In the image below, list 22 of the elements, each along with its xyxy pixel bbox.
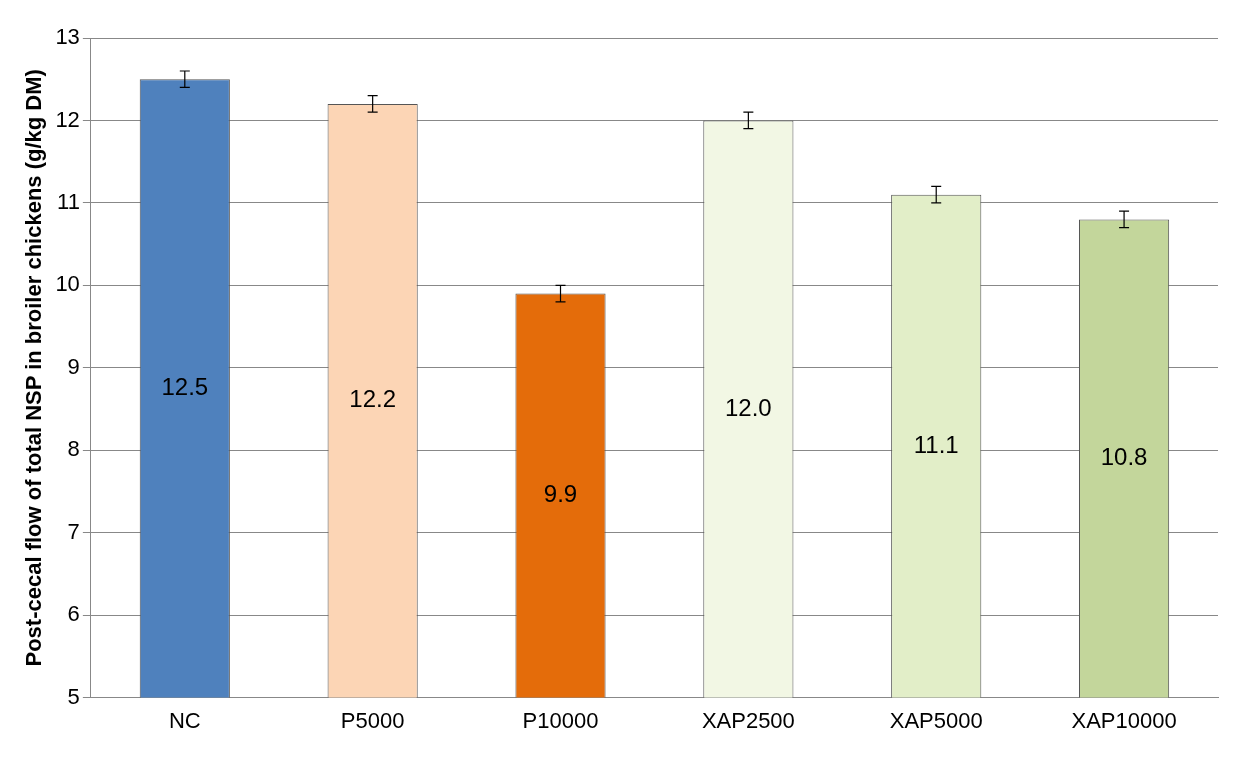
x-tick-label: P10000 [522, 707, 599, 733]
data-label: 11.1 [913, 430, 959, 458]
data-label: 10.8 [1100, 443, 1148, 471]
data-label: 12.2 [349, 385, 397, 413]
y-tick-label: 13 [55, 24, 80, 50]
y-tick-label: 10 [55, 271, 80, 297]
x-tick-label: XAP5000 [889, 707, 983, 733]
x-tick-label: P5000 [340, 707, 405, 733]
y-tick-label: 7 [67, 518, 80, 544]
data-label: 12.5 [161, 373, 209, 401]
x-tick-label: XAP10000 [1071, 707, 1177, 733]
y-tick-label: 6 [67, 601, 80, 627]
data-label: 9.9 [543, 480, 578, 508]
x-tick-label: XAP2500 [701, 707, 795, 733]
y-axis-title: Post-cecal flow of total NSP in broiler chickens (g/kg DM) [21, 69, 47, 667]
y-tick-label: 5 [67, 683, 80, 709]
y-tick-label: 8 [67, 436, 80, 462]
x-tick-label: NC [168, 707, 201, 733]
data-label: 12.0 [725, 393, 772, 421]
y-tick-label: 9 [67, 353, 80, 379]
y-tick-label: 11 [57, 188, 80, 214]
y-tick-label: 12 [55, 106, 80, 132]
